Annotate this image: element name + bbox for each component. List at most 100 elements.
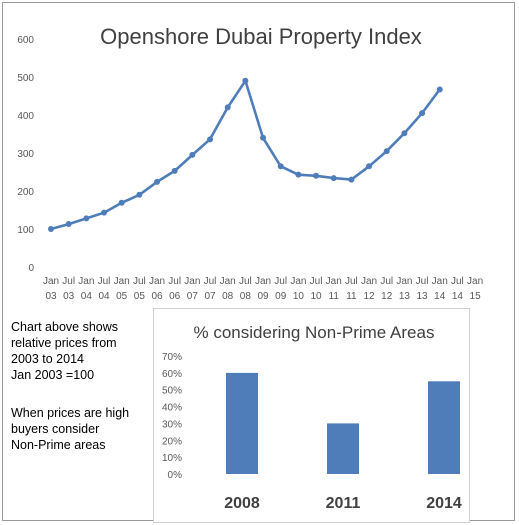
x-tick-label-month: Jul: [380, 276, 393, 287]
x-tick-label-year: 10: [293, 291, 305, 302]
y-tick-label: 10%: [162, 453, 182, 464]
x-tick-label-year: 03: [45, 291, 57, 302]
x-tick-label-year: 09: [257, 291, 269, 302]
x-tick-label-month: Jul: [274, 276, 287, 287]
x-tick-label-year: 04: [81, 291, 93, 302]
data-point: [242, 77, 249, 84]
x-tick-label-year: 08: [222, 291, 234, 302]
x-tick-label-year: 06: [151, 291, 163, 302]
note-line: Chart above shows: [11, 320, 119, 334]
data-point: [419, 110, 426, 117]
x-tick-label-month: Jan: [396, 276, 412, 287]
data-point: [313, 172, 320, 179]
y-tick-label: 20%: [162, 436, 182, 447]
x-tick-label-year: 15: [470, 291, 482, 302]
x-tick-label-month: Jan: [326, 276, 342, 287]
data-point: [348, 176, 355, 183]
x-tick-label-year: 12: [381, 291, 393, 302]
x-tick-label-year: 08: [240, 291, 252, 302]
note-line: When prices are high: [11, 406, 130, 420]
x-tick-label-year: 14: [452, 291, 464, 302]
x-tick-label-year: 06: [169, 291, 181, 302]
y-tick-label: 300: [17, 149, 34, 160]
y-tick-label: 50%: [162, 386, 182, 397]
data-point: [189, 151, 196, 158]
y-tick-label: 0%: [168, 470, 183, 481]
x-tick-label-month: Jul: [168, 276, 181, 287]
bar: [327, 423, 359, 474]
property-index-line-chart: Openshore Dubai Property Index 0 100 200 30…: [17, 24, 483, 302]
x-tick-label-month: Jan: [114, 276, 130, 287]
x-tick-label-month: Jul: [451, 276, 464, 287]
category-label: 2014: [426, 495, 462, 512]
x-tick-label-month: Jan: [43, 276, 59, 287]
data-point: [171, 167, 178, 174]
x-tick-label-year: 11: [346, 291, 357, 302]
x-tick-label-month: Jul: [98, 276, 111, 287]
x-tick-label-month: Jan: [149, 276, 165, 287]
data-point: [83, 215, 90, 222]
y-tick-label: 100: [17, 225, 34, 236]
x-tick-label-month: Jan: [255, 276, 271, 287]
category-label: 2011: [326, 495, 361, 512]
data-point: [401, 130, 408, 137]
note-line: Jan 2003 =100: [11, 368, 95, 382]
x-tick-label-month: Jan: [467, 276, 483, 287]
x-tick-label-month: Jul: [416, 276, 429, 287]
data-point: [136, 191, 143, 198]
x-tick-label-month: Jan: [432, 276, 448, 287]
x-tick-label-year: 05: [116, 291, 128, 302]
data-point: [260, 134, 267, 141]
x-tick-label-year: 04: [98, 291, 110, 302]
x-tick-label-year: 10: [310, 291, 322, 302]
note-line: Non-Prime areas: [11, 438, 106, 452]
x-tick-label-month: Jul: [204, 276, 217, 287]
bar-chart-panel: % considering Non-Prime Areas 0% 10% 20% 30…: [153, 308, 470, 523]
y-tick-label: 200: [17, 187, 34, 198]
data-point: [48, 226, 54, 232]
x-tick-label-year: 07: [187, 291, 199, 302]
y-tick-label: 0: [28, 263, 34, 274]
data-point: [277, 163, 284, 170]
x-tick-label-year: 11: [329, 291, 340, 302]
y-tick-label: 30%: [162, 419, 182, 430]
y-tick-label: 500: [17, 73, 34, 84]
data-point: [366, 163, 373, 170]
x-tick-label-year: 13: [417, 291, 429, 302]
x-tick-label-year: 13: [399, 291, 411, 302]
x-tick-label-month: Jan: [184, 276, 200, 287]
note-line: relative prices from: [11, 336, 117, 350]
data-point: [295, 171, 302, 178]
x-tick-label-year: 07: [204, 291, 216, 302]
x-tick-label-month: Jan: [220, 276, 236, 287]
x-tick-label-month: Jul: [239, 276, 252, 287]
data-point: [65, 221, 72, 228]
data-point: [224, 104, 231, 111]
x-tick-label-year: 09: [275, 291, 287, 302]
bar: [428, 381, 460, 474]
data-point: [101, 209, 108, 216]
data-point: [330, 175, 337, 182]
y-tick-label: 400: [17, 111, 34, 122]
series-line: [50, 79, 441, 231]
data-point: [154, 178, 161, 185]
bar: [226, 372, 258, 474]
x-tick-label-month: Jul: [310, 276, 323, 287]
x-tick-label-year: 12: [363, 291, 375, 302]
line-chart-title: Openshore Dubai Property Index: [100, 24, 422, 49]
x-tick-label-month: Jul: [345, 276, 358, 287]
x-tick-label-month: Jan: [78, 276, 94, 287]
data-point: [118, 199, 125, 206]
x-tick-label-month: Jan: [361, 276, 377, 287]
y-tick-label: 600: [17, 35, 34, 46]
y-tick-label: 60%: [162, 369, 182, 380]
data-point: [207, 136, 214, 143]
x-tick-label-month: Jul: [133, 276, 146, 287]
x-tick-label-month: Jan: [290, 276, 306, 287]
notes-text: Chart above shows relative prices from 2…: [11, 319, 151, 453]
data-point: [436, 86, 443, 93]
y-tick-label: 70%: [162, 352, 182, 363]
category-label: 2008: [224, 495, 260, 512]
x-tick-label-year: 14: [434, 291, 446, 302]
